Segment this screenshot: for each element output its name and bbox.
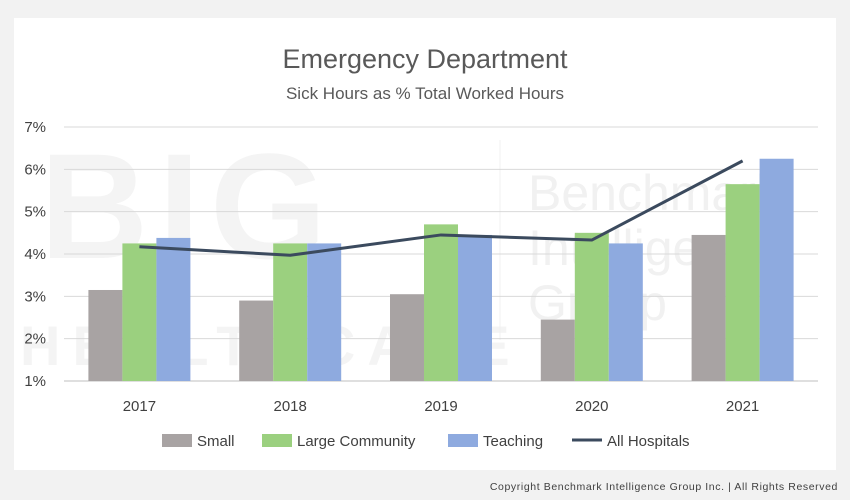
legend-label: Large Community (297, 433, 416, 450)
y-axis-tick-labels: 1% 2% 3% 4% 5% 6% 7% (24, 119, 46, 390)
legend-swatch (162, 434, 192, 447)
y-tick-label: 2% (24, 331, 46, 348)
bar-small (691, 234, 726, 381)
bar-teaching (156, 237, 191, 381)
bar-teaching (759, 158, 794, 381)
legend-swatch (448, 434, 478, 447)
bar-small (540, 319, 575, 381)
copyright-notice: Copyright Benchmark Intelligence Group I… (489, 481, 838, 493)
legend-label: Small (197, 433, 235, 450)
chart-title: Emergency Department (282, 44, 568, 74)
bar-large-community (574, 232, 609, 381)
legend-label: All Hospitals (607, 433, 690, 450)
y-tick-label: 7% (24, 119, 46, 136)
x-tick-label: 2021 (726, 398, 759, 415)
y-tick-label: 4% (24, 246, 46, 263)
bar-teaching (307, 243, 342, 381)
y-tick-label: 6% (24, 161, 46, 178)
y-tick-label: 3% (24, 288, 46, 305)
line-all-hospitals (139, 159, 744, 257)
bar-large-community (424, 224, 458, 381)
bar-teaching (458, 234, 492, 381)
x-tick-label: 2019 (424, 398, 457, 415)
y-tick-label: 1% (24, 373, 46, 390)
bar-small (239, 300, 274, 381)
bar-large-community (273, 243, 308, 381)
bar-small (88, 289, 123, 381)
legend: Small Large Community Teaching All Hospital… (162, 433, 690, 450)
x-tick-label: 2018 (274, 398, 307, 415)
chart-subtitle: Sick Hours as % Total Worked Hours (285, 84, 565, 103)
x-axis-tick-labels: 2017 2018 2019 2020 2021 (123, 398, 760, 415)
y-tick-label: 5% (24, 204, 46, 221)
x-tick-label: 2017 (123, 398, 156, 415)
bar-large-community (725, 184, 760, 381)
bar-series (88, 158, 794, 381)
legend-label: Teaching (483, 433, 543, 450)
bar-teaching (608, 243, 643, 381)
x-tick-label: 2020 (575, 398, 608, 415)
line-series (139, 159, 744, 257)
legend-swatch (262, 434, 292, 447)
bar-small (390, 294, 424, 381)
bar-large-community (122, 243, 157, 381)
